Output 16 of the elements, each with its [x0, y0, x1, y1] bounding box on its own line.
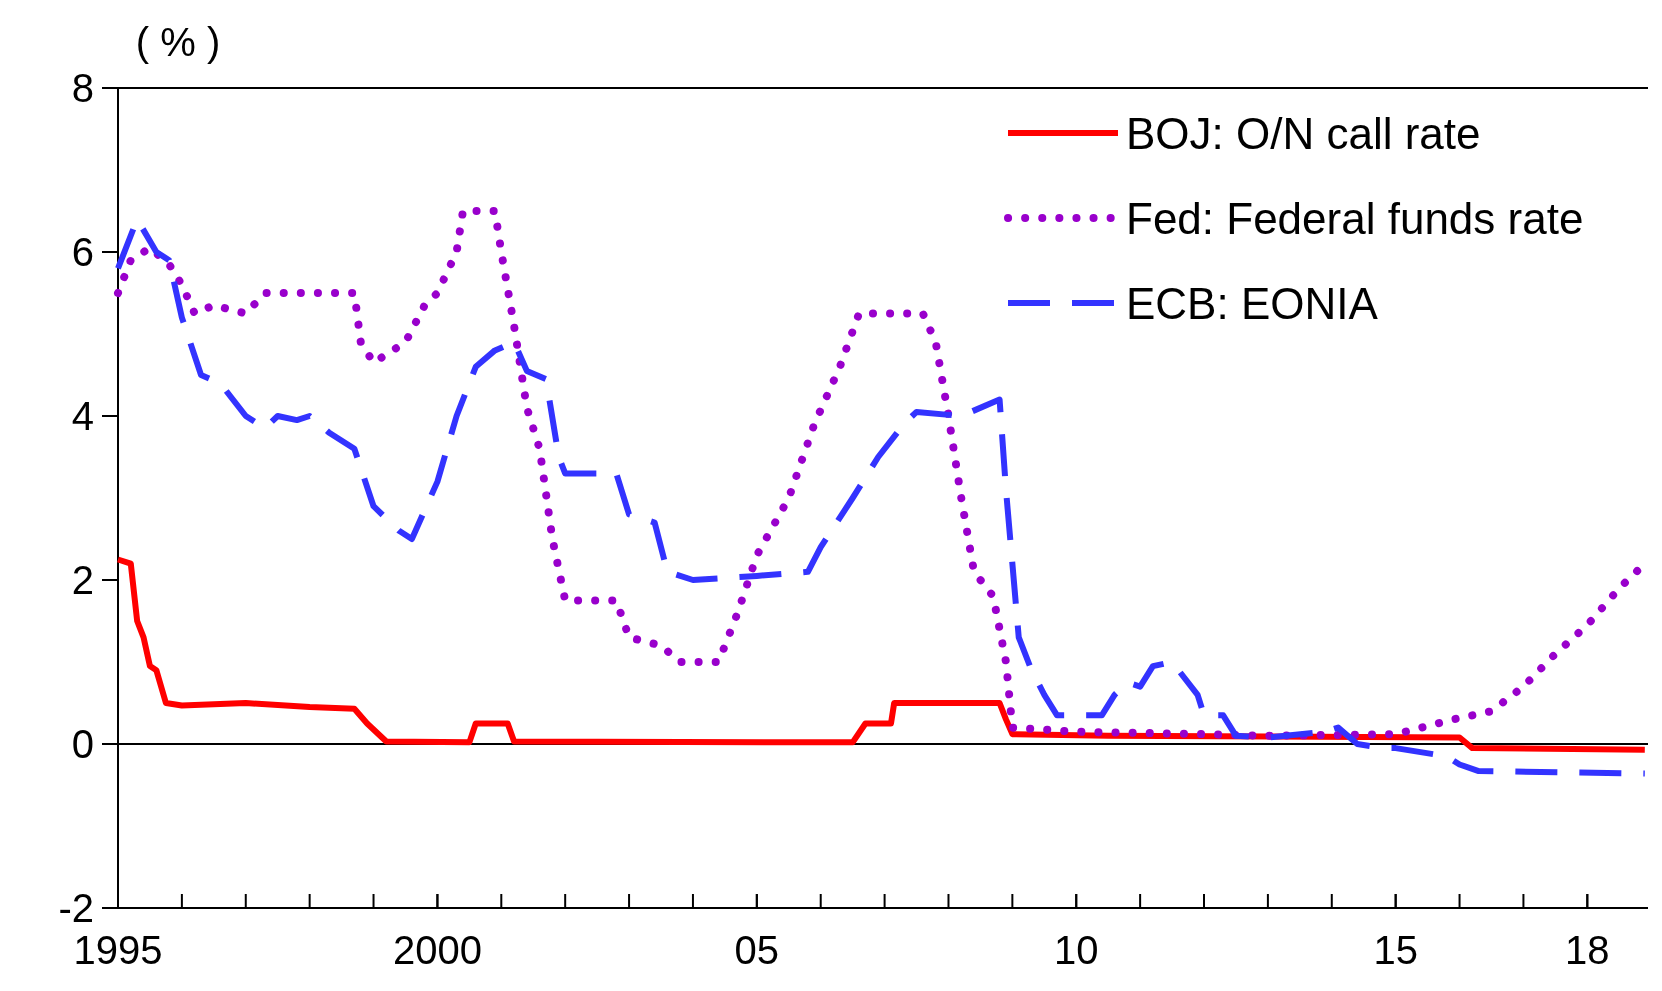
- x-tick-label: 1995: [73, 928, 163, 972]
- y-tick-label: 2: [71, 558, 94, 602]
- x-tick-label: 2000: [392, 928, 482, 972]
- x-tick-label: 10: [1054, 928, 1099, 972]
- legend-label: ECB: EONIA: [1126, 278, 1379, 328]
- legend-label: BOJ: O/N call rate: [1126, 108, 1481, 158]
- y-tick-label: 0: [71, 722, 94, 766]
- y-tick-label: 6: [71, 230, 94, 274]
- y-tick-label: -2: [58, 886, 94, 930]
- y-tick-label: 4: [71, 394, 94, 438]
- x-tick-label: 05: [734, 928, 780, 972]
- legend-label: Fed: Federal funds rate: [1126, 193, 1584, 243]
- x-tick-label: 15: [1373, 928, 1418, 972]
- y-axis-title: ( % ): [135, 20, 221, 64]
- y-tick-label: 8: [71, 66, 94, 110]
- x-tick-label: 18: [1565, 928, 1610, 972]
